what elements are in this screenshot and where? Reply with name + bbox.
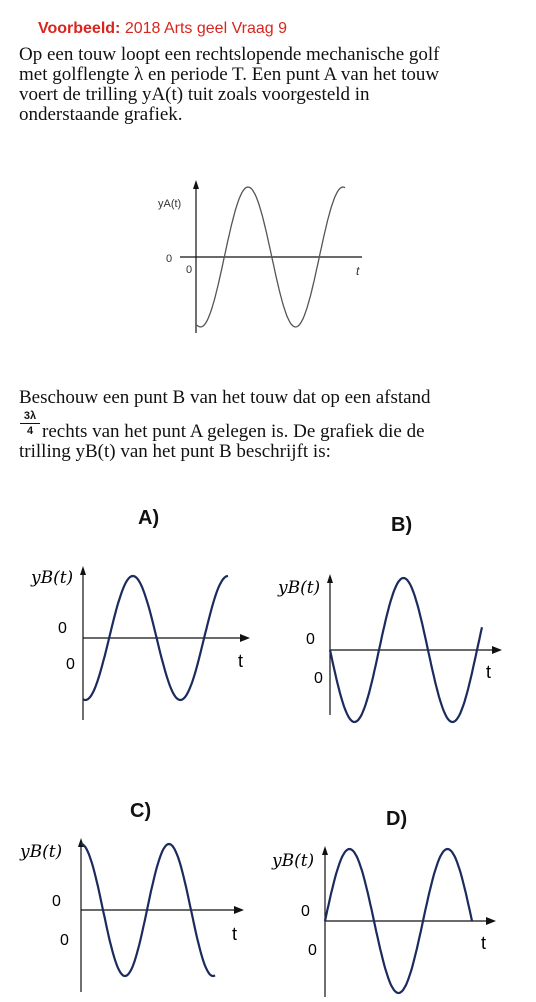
option-c-label: C) [130,800,152,822]
x-label: t [232,924,237,944]
y-label: yA(t) [158,198,181,210]
x-zero-label: 0 [308,942,317,959]
y-axis-arrow [322,846,328,855]
y-zero-label: 0 [52,893,61,910]
y-zero-label: 0 [166,253,172,265]
x-zero-label: 0 [186,264,192,276]
y-label: yB(t) [30,568,73,588]
example-header: Voorbeeld: 2018 Arts geel Vraag 9 [38,20,287,38]
y-zero-label: 0 [58,620,67,637]
x-axis-arrow [486,917,496,925]
option-b-label: B) [391,514,413,536]
fraction-denominator: 4 [26,425,34,437]
option-a-label: A) [138,507,160,529]
y-axis-arrow [80,566,86,575]
x-label: t [486,662,491,682]
option-d-label: D) [386,808,408,830]
x-axis-arrow [240,634,250,642]
intro-line: Op een touw loopt een rechtslopende mech… [19,44,440,65]
fraction-numerator: 3λ [23,410,37,422]
question-line-2: rechts van het punt A gelegen is. De gra… [42,421,425,442]
x-axis-arrow [234,906,244,914]
header-title: 2018 Arts geel Vraag 9 [124,20,288,37]
intro-paragraph: Op een touw loopt een rechtslopende mech… [19,45,524,125]
intro-line: voert de trilling yA(t) tuit zoals voorg… [19,84,370,105]
x-zero-label: 0 [314,670,323,687]
y-label: yB(t) [271,851,314,871]
fraction-bar [20,423,40,424]
y-zero-label: 0 [306,631,315,648]
intro-line: met golflengte λ en periode T. Een punt … [19,64,440,85]
header-prefix: Voorbeeld: [38,20,121,37]
intro-line: onderstaande grafiek. [19,104,183,125]
y-label: yB(t) [19,842,62,862]
wave-option-d [323,847,474,995]
wave-a [196,186,346,328]
question-line-1: Beschouw een punt B van het touw dat op … [19,387,431,408]
y-axis-arrow [327,574,333,583]
y-label: yB(t) [277,578,320,598]
x-label: t [481,933,486,953]
x-zero-label: 0 [60,932,69,949]
x-label: t [356,264,360,278]
y-axis-arrow [193,180,199,189]
wave-option-b [328,576,484,724]
wave-option-c [80,842,216,978]
wave-option-a [82,574,229,702]
x-axis-arrow [492,646,502,654]
distance-fraction: 3λ 4 [20,410,40,437]
x-zero-label: 0 [66,656,75,673]
x-label: t [238,651,243,671]
y-zero-label: 0 [301,903,310,920]
question-line-3: trilling yB(t) van het punt B beschrijft… [19,441,331,462]
